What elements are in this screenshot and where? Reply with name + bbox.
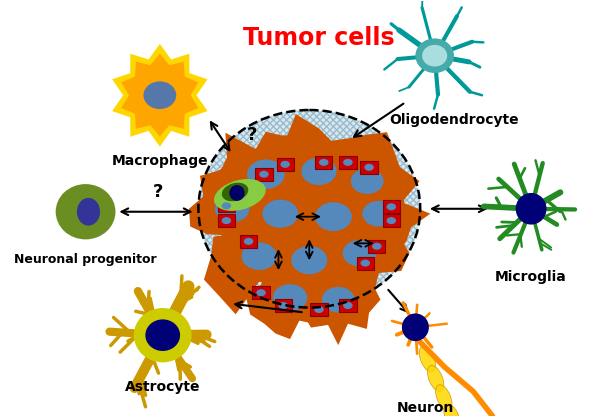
Ellipse shape: [259, 171, 269, 178]
Text: Neuronal progenitor: Neuronal progenitor: [14, 253, 157, 266]
Ellipse shape: [221, 217, 231, 224]
FancyBboxPatch shape: [253, 286, 270, 299]
Text: Neuron: Neuron: [397, 402, 454, 415]
Ellipse shape: [215, 195, 250, 222]
FancyBboxPatch shape: [256, 168, 272, 181]
FancyBboxPatch shape: [356, 257, 374, 270]
Text: ?: ?: [153, 183, 163, 201]
Ellipse shape: [244, 238, 253, 245]
Ellipse shape: [262, 200, 298, 228]
Ellipse shape: [256, 289, 266, 296]
FancyBboxPatch shape: [339, 156, 356, 169]
FancyBboxPatch shape: [277, 158, 294, 171]
Ellipse shape: [314, 306, 324, 313]
Ellipse shape: [291, 246, 328, 274]
Ellipse shape: [436, 385, 452, 411]
Circle shape: [402, 313, 429, 341]
Polygon shape: [121, 54, 199, 136]
Text: Macrophage: Macrophage: [112, 155, 208, 168]
FancyBboxPatch shape: [240, 235, 257, 248]
Polygon shape: [285, 252, 380, 345]
Ellipse shape: [242, 242, 277, 270]
Polygon shape: [219, 132, 325, 228]
Polygon shape: [286, 114, 357, 223]
Text: ?: ?: [247, 126, 257, 144]
Ellipse shape: [56, 184, 115, 239]
Ellipse shape: [280, 161, 290, 168]
FancyBboxPatch shape: [315, 156, 332, 169]
Circle shape: [229, 185, 245, 201]
FancyBboxPatch shape: [275, 299, 292, 312]
Ellipse shape: [134, 308, 191, 362]
Ellipse shape: [386, 203, 396, 210]
Polygon shape: [269, 206, 352, 300]
Polygon shape: [189, 164, 274, 252]
Ellipse shape: [343, 159, 353, 166]
Ellipse shape: [343, 302, 353, 309]
Ellipse shape: [145, 319, 180, 351]
Ellipse shape: [319, 159, 329, 166]
Ellipse shape: [386, 217, 396, 224]
Ellipse shape: [343, 240, 376, 266]
FancyBboxPatch shape: [339, 299, 356, 312]
Polygon shape: [332, 170, 430, 253]
Ellipse shape: [361, 260, 370, 267]
Ellipse shape: [199, 110, 420, 307]
Text: Oligodendrocyte: Oligodendrocyte: [389, 113, 519, 127]
Ellipse shape: [362, 201, 395, 226]
Ellipse shape: [214, 179, 266, 211]
FancyBboxPatch shape: [383, 214, 400, 227]
Ellipse shape: [222, 183, 248, 201]
Ellipse shape: [415, 38, 454, 73]
Ellipse shape: [247, 160, 285, 189]
Polygon shape: [236, 169, 326, 267]
FancyBboxPatch shape: [218, 200, 235, 212]
Polygon shape: [204, 202, 306, 314]
FancyBboxPatch shape: [310, 303, 328, 316]
FancyBboxPatch shape: [383, 200, 400, 213]
Polygon shape: [329, 132, 419, 218]
Polygon shape: [276, 165, 379, 265]
Ellipse shape: [315, 202, 352, 231]
Ellipse shape: [278, 302, 288, 309]
Ellipse shape: [444, 404, 460, 420]
Polygon shape: [246, 250, 344, 339]
FancyBboxPatch shape: [368, 240, 385, 253]
Polygon shape: [112, 44, 208, 147]
Text: Astrocyte: Astrocyte: [125, 380, 200, 394]
Ellipse shape: [372, 243, 382, 250]
FancyBboxPatch shape: [361, 161, 378, 174]
Ellipse shape: [273, 284, 307, 311]
Ellipse shape: [77, 198, 100, 226]
Ellipse shape: [422, 45, 447, 66]
Polygon shape: [320, 207, 410, 299]
FancyBboxPatch shape: [218, 214, 235, 227]
Ellipse shape: [221, 202, 231, 209]
Ellipse shape: [427, 365, 444, 391]
Circle shape: [515, 193, 547, 225]
Text: Microglia: Microglia: [495, 270, 567, 284]
Ellipse shape: [301, 158, 337, 185]
Ellipse shape: [351, 168, 383, 194]
Ellipse shape: [364, 164, 374, 171]
Ellipse shape: [143, 81, 176, 109]
Text: Tumor cells: Tumor cells: [243, 26, 395, 50]
Ellipse shape: [322, 287, 355, 312]
Ellipse shape: [419, 346, 436, 372]
